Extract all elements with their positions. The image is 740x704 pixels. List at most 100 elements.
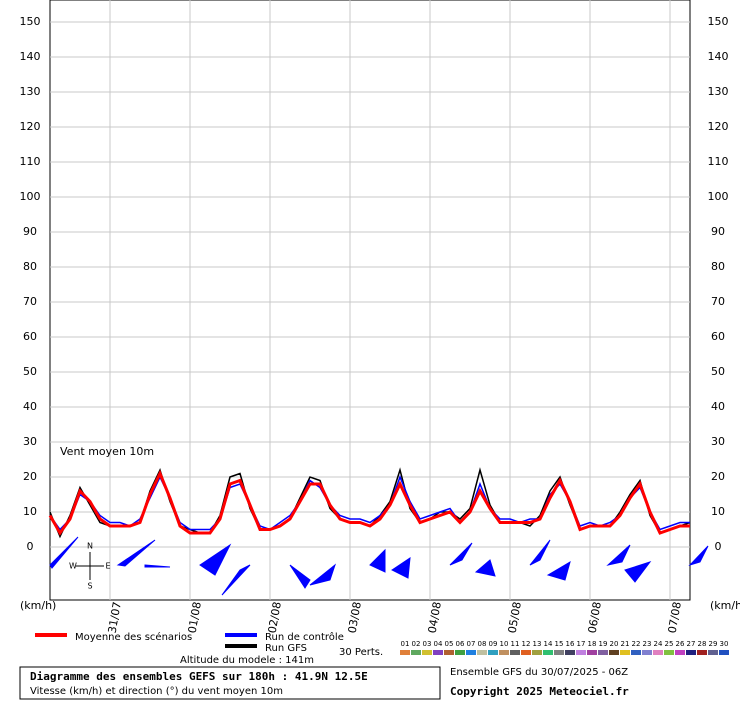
perturbation-label: 21 <box>621 640 630 648</box>
wind-arrow <box>546 560 571 581</box>
perturbation-label: 13 <box>533 640 542 648</box>
legend-swatch <box>225 633 257 637</box>
perturbation-swatch <box>422 650 432 655</box>
wind-arrow <box>49 536 79 569</box>
chart-title: Diagramme des ensembles GEFS sur 180h : … <box>30 670 368 683</box>
perturbation-label: 22 <box>632 640 641 648</box>
compass-label: N <box>87 542 93 551</box>
y-tick-label: 50 <box>23 365 37 378</box>
perturbation-label: 08 <box>478 640 487 648</box>
perturbation-label: 04 <box>434 640 443 648</box>
y-tick-label: 40 <box>23 400 37 413</box>
y-tick-label: 70 <box>23 295 37 308</box>
perturbation-label: 03 <box>423 640 432 648</box>
perturbation-swatch <box>532 650 542 655</box>
y2-tick-label: 110 <box>708 155 729 168</box>
y2-axis-label: (km/h) <box>710 599 740 612</box>
chart-subtitle: Vitesse (km/h) et direction (°) du vent … <box>30 686 283 697</box>
perturbation-swatch <box>543 650 553 655</box>
y-tick-label: 20 <box>23 470 37 483</box>
perturbation-label: 28 <box>698 640 707 648</box>
y-tick-label: 140 <box>20 50 41 63</box>
y-tick-label: 30 <box>23 435 37 448</box>
legend-label: Run GFS <box>265 643 307 654</box>
y-tick-label: 0 <box>27 540 34 553</box>
perturbation-label: 14 <box>544 640 553 648</box>
wind-arrow <box>474 559 496 577</box>
compass-label: W <box>69 562 77 571</box>
perturbation-swatch <box>686 650 696 655</box>
perturbation-swatch <box>697 650 707 655</box>
perturbation-label: 29 <box>709 640 718 648</box>
perturbation-swatch <box>587 650 597 655</box>
y-tick-label: 100 <box>20 190 41 203</box>
perturbation-label: 24 <box>654 640 663 648</box>
y-tick-label: 10 <box>23 505 37 518</box>
y2-tick-label: 90 <box>711 225 725 238</box>
y2-tick-label: 80 <box>711 260 725 273</box>
perturbation-swatch <box>642 650 652 655</box>
perturbation-swatch <box>609 650 619 655</box>
perturbation-label: 07 <box>467 640 476 648</box>
y2-tick-label: 100 <box>708 190 729 203</box>
y2-tick-label: 50 <box>711 365 725 378</box>
perturbation-swatch <box>620 650 630 655</box>
perturbation-label: 26 <box>676 640 685 648</box>
perturbation-swatch <box>554 650 564 655</box>
perturbation-swatch <box>631 650 641 655</box>
y2-tick-label: 120 <box>708 120 729 133</box>
wind-arrow <box>606 544 631 566</box>
x-tick-label: 05/08 <box>506 601 524 634</box>
perturbation-swatch <box>477 650 487 655</box>
run-info: Ensemble GFS du 30/07/2025 - 06Z <box>450 667 628 678</box>
compass-label: E <box>105 562 110 571</box>
perturbations-label: 30 Perts. <box>339 647 383 658</box>
perturbation-swatch <box>521 650 531 655</box>
perturbation-label: 16 <box>566 640 575 648</box>
direction-row <box>49 536 709 596</box>
perturbation-label: 09 <box>489 640 498 648</box>
wind-arrow <box>144 564 171 568</box>
legend-swatch <box>225 644 257 648</box>
perturbation-label: 20 <box>610 640 619 648</box>
legend-label: Moyenne des scénarios <box>75 631 192 643</box>
perturbation-label: 23 <box>643 640 652 648</box>
perturbation-swatch <box>708 650 718 655</box>
perturbation-label: 12 <box>522 640 531 648</box>
perturbation-swatch <box>653 650 663 655</box>
altitude: Altitude du modele : 141m <box>180 655 314 666</box>
perturbation-label: 02 <box>412 640 421 648</box>
perturbation-label: 19 <box>599 640 608 648</box>
perturbation-label: 11 <box>511 640 520 648</box>
copyright: Copyright 2025 Meteociel.fr <box>450 685 629 698</box>
perturbation-swatch <box>664 650 674 655</box>
compass <box>76 552 104 580</box>
x-tick-label: 03/08 <box>346 601 364 634</box>
perturbation-swatch <box>433 650 443 655</box>
wind-arrow <box>221 564 251 596</box>
perturbation-label: 25 <box>665 640 674 648</box>
x-tick-label: 31/07 <box>106 601 124 634</box>
wind-arrow <box>449 542 473 566</box>
y2-tick-label: 40 <box>711 400 725 413</box>
perturbation-label: 05 <box>445 640 454 648</box>
wind-arrow <box>199 543 232 576</box>
perturbation-label: 10 <box>500 640 509 648</box>
x-tick-label: 06/08 <box>586 601 604 634</box>
wind-arrow <box>289 564 311 589</box>
perturbation-swatch <box>444 650 454 655</box>
y-tick-label: 130 <box>20 85 41 98</box>
wind-arrow <box>369 548 386 573</box>
y-axis-label: (km/h) <box>20 599 56 612</box>
perturbation-swatch <box>719 650 729 655</box>
wind-arrow <box>529 539 551 566</box>
y-tick-label: 60 <box>23 330 37 343</box>
perturbation-swatch <box>499 650 509 655</box>
wind-arrow <box>391 556 411 579</box>
perturbation-label: 06 <box>456 640 465 648</box>
perturbation-swatch <box>488 650 498 655</box>
x-tick-label: 02/08 <box>266 601 284 634</box>
perturbation-swatch <box>576 650 586 655</box>
y2-tick-label: 60 <box>711 330 725 343</box>
